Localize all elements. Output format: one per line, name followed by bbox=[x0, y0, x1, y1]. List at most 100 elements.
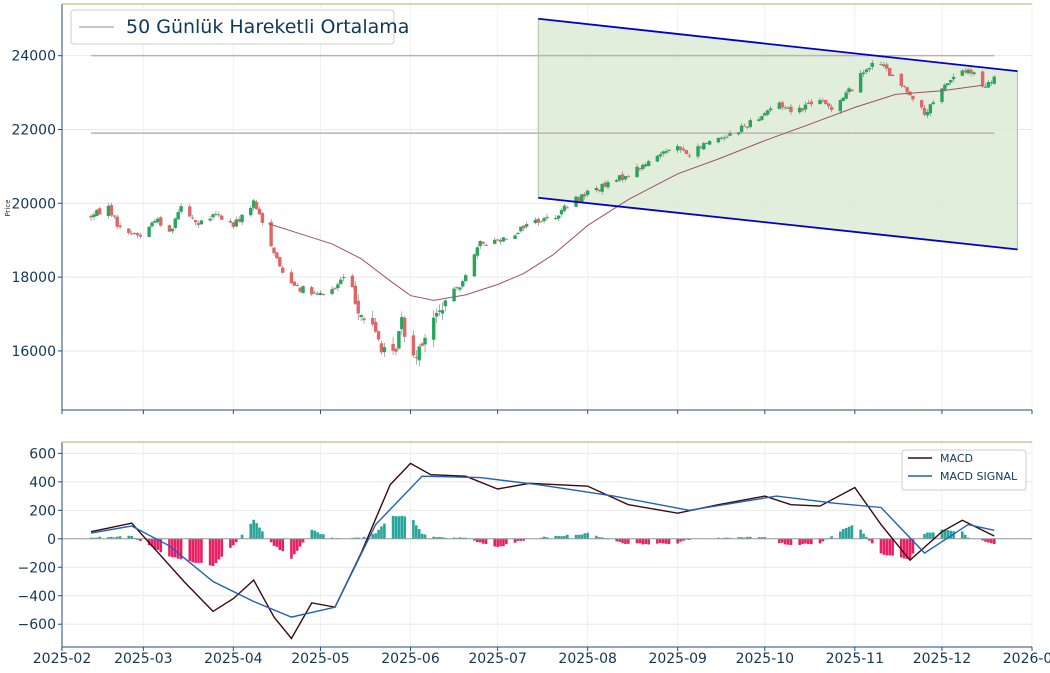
candle-body bbox=[211, 214, 214, 217]
candle-body bbox=[400, 317, 403, 329]
candle-body bbox=[197, 223, 200, 225]
candle-body bbox=[839, 100, 842, 111]
candle-body bbox=[798, 108, 801, 113]
macd-histogram-bar bbox=[505, 539, 508, 544]
macd-histogram-bar bbox=[871, 539, 874, 544]
candle-body bbox=[272, 248, 275, 254]
candle-body bbox=[679, 147, 682, 150]
macd-histogram-bar bbox=[642, 539, 645, 545]
candle-body bbox=[990, 82, 993, 83]
candle-body bbox=[725, 137, 728, 138]
candle-body bbox=[534, 220, 537, 223]
macd-histogram-bar bbox=[177, 539, 180, 559]
candle-body bbox=[513, 235, 516, 238]
candle-body bbox=[444, 301, 447, 307]
candle-body bbox=[635, 167, 638, 177]
candle-body bbox=[127, 229, 130, 233]
candle-body bbox=[452, 289, 455, 302]
macd-histogram-bar bbox=[662, 539, 665, 544]
macd-histogram-bar bbox=[798, 539, 801, 545]
candle-body bbox=[441, 310, 444, 314]
candle-body bbox=[174, 219, 177, 228]
macd-histogram-bar bbox=[493, 539, 496, 547]
candle-body bbox=[737, 132, 740, 134]
candle-body bbox=[760, 116, 763, 120]
candle-body bbox=[720, 138, 723, 139]
macd-histogram-bar bbox=[310, 530, 313, 539]
macd-histogram-bar bbox=[415, 525, 418, 538]
macd-histogram-bar bbox=[249, 524, 252, 539]
candle-body bbox=[249, 208, 252, 215]
candle-body bbox=[110, 205, 113, 215]
x-tick-label: 2025-02 bbox=[33, 651, 92, 667]
candle-body bbox=[255, 202, 258, 209]
candle-body bbox=[606, 182, 609, 187]
candle-body bbox=[879, 64, 882, 65]
macd-histogram-bar bbox=[380, 526, 383, 538]
candle-body bbox=[865, 70, 868, 72]
candle-body bbox=[499, 240, 502, 242]
candle-body bbox=[600, 184, 603, 192]
candle-body bbox=[781, 102, 784, 107]
macd-histogram-bar bbox=[845, 528, 848, 539]
candle-body bbox=[966, 70, 969, 74]
candle-body bbox=[580, 194, 583, 202]
candle-body bbox=[458, 288, 461, 290]
macd-histogram-bar bbox=[395, 516, 398, 539]
candle-body bbox=[685, 150, 688, 154]
x-tick-label: 2025-09 bbox=[648, 651, 707, 667]
macd-histogram-bar bbox=[218, 539, 221, 560]
macd-histogram-bar bbox=[302, 539, 305, 543]
macd-histogram-bar bbox=[296, 539, 299, 551]
candle-body bbox=[403, 318, 406, 337]
candle-body bbox=[984, 87, 987, 88]
candle-body bbox=[455, 287, 458, 288]
macd-histogram-bar bbox=[273, 539, 276, 546]
candle-body bbox=[310, 287, 313, 294]
candle-body bbox=[603, 183, 606, 187]
candle-body bbox=[235, 220, 238, 227]
candle-body bbox=[545, 217, 548, 218]
candle-body bbox=[322, 294, 325, 295]
candle-body bbox=[415, 357, 418, 358]
macd-histogram-bar bbox=[656, 539, 659, 544]
candle-body bbox=[156, 219, 159, 222]
x-tick-label: 2025-05 bbox=[291, 651, 350, 667]
candle-body bbox=[830, 107, 833, 110]
macd-histogram-bar bbox=[322, 534, 325, 539]
candle-body bbox=[133, 233, 136, 234]
candle-body bbox=[150, 223, 153, 227]
candle-body bbox=[905, 87, 908, 92]
candle-body bbox=[261, 213, 264, 223]
candle-body bbox=[740, 126, 743, 132]
macd-histogram-bar bbox=[885, 539, 888, 556]
macd-histogram-bar bbox=[377, 530, 380, 539]
candle-body bbox=[380, 343, 383, 352]
candle-body bbox=[717, 138, 720, 142]
candle-body bbox=[882, 65, 885, 67]
candle-body bbox=[98, 208, 101, 214]
candle-body bbox=[586, 191, 589, 195]
macd-histogram-bar bbox=[636, 539, 639, 544]
channel-fill bbox=[538, 19, 1017, 250]
x-tick-label: 2026-01 bbox=[1003, 651, 1050, 667]
candle-body bbox=[981, 72, 984, 87]
candle-body bbox=[769, 109, 772, 111]
macd-histogram-bar bbox=[581, 535, 584, 539]
candle-body bbox=[359, 315, 362, 317]
candle-body bbox=[147, 227, 150, 237]
macd-histogram-bar bbox=[514, 539, 517, 543]
macd-histogram-bar bbox=[990, 539, 993, 543]
candle-body bbox=[682, 149, 685, 151]
candle-body bbox=[993, 77, 996, 84]
macd-histogram-bar bbox=[371, 534, 374, 539]
macd-histogram-bar bbox=[293, 539, 296, 554]
candle-body bbox=[749, 120, 752, 127]
candle-body bbox=[316, 294, 319, 295]
x-tick-label: 2025-10 bbox=[736, 651, 795, 667]
macd-histogram-bar bbox=[281, 539, 284, 551]
candle-body bbox=[432, 318, 435, 340]
candle-body bbox=[95, 210, 98, 216]
candle-body bbox=[188, 206, 191, 216]
